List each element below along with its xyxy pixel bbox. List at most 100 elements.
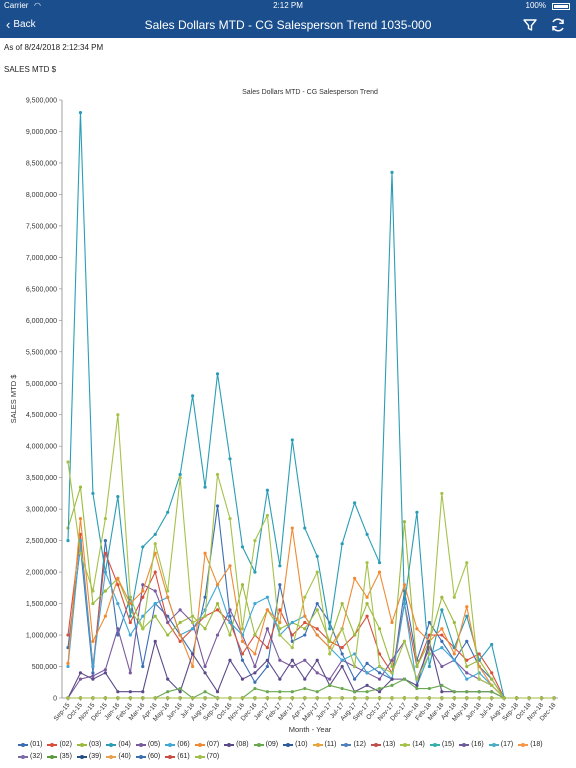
legend-label: (11) xyxy=(324,741,337,748)
refresh-icon[interactable] xyxy=(550,17,566,33)
data-point xyxy=(515,696,519,700)
legend-label: (05) xyxy=(147,741,161,748)
data-point xyxy=(365,671,369,675)
data-point xyxy=(203,690,207,694)
data-point xyxy=(303,686,307,691)
data-point xyxy=(265,627,269,631)
data-point xyxy=(103,517,107,521)
data-point xyxy=(78,671,83,675)
data-point xyxy=(228,614,232,618)
data-point xyxy=(228,658,232,662)
legend-label: (06) xyxy=(177,741,190,748)
data-point xyxy=(390,671,394,675)
data-point xyxy=(91,491,95,496)
data-point xyxy=(178,690,182,694)
data-point xyxy=(452,652,456,656)
data-point xyxy=(116,690,120,694)
data-point xyxy=(402,601,407,606)
legend-label: (39) xyxy=(88,753,102,760)
data-point xyxy=(253,664,257,669)
data-point xyxy=(203,696,207,700)
data-point xyxy=(91,677,95,681)
data-point xyxy=(303,677,307,681)
data-point xyxy=(116,494,120,499)
data-point xyxy=(315,690,319,694)
data-point xyxy=(103,671,107,675)
data-point xyxy=(265,646,269,650)
legend-item: (11) xyxy=(312,740,337,750)
data-point xyxy=(265,696,269,700)
data-point xyxy=(240,545,245,549)
legend-swatch xyxy=(253,742,264,748)
legend-item: (09) xyxy=(253,740,278,750)
data-point xyxy=(290,646,294,650)
data-point xyxy=(490,690,494,694)
data-point xyxy=(340,627,344,631)
chevron-left-icon: ‹ xyxy=(6,17,11,32)
legend-label: (07) xyxy=(206,741,220,748)
data-point xyxy=(465,605,469,609)
legend-item: (10) xyxy=(283,740,308,750)
legend-label: (61) xyxy=(177,753,190,760)
data-point xyxy=(253,686,257,691)
data-point xyxy=(502,696,506,700)
data-point xyxy=(141,595,145,599)
data-point xyxy=(265,608,269,612)
data-point xyxy=(191,394,195,398)
data-point xyxy=(303,696,307,700)
data-point xyxy=(103,668,107,672)
y-tick-label: 9,500,000 xyxy=(26,98,57,105)
legend-item: (13) xyxy=(370,740,395,750)
data-point xyxy=(128,671,132,675)
legend-item: (14) xyxy=(400,740,425,750)
data-point xyxy=(153,614,157,618)
data-point xyxy=(141,690,145,694)
legend-label: (17) xyxy=(500,741,514,748)
back-button[interactable]: ‹ Back xyxy=(6,12,36,38)
data-point xyxy=(303,526,307,530)
data-point xyxy=(377,677,382,681)
legend-swatch xyxy=(518,742,529,748)
navigation-bar: ‹ Back Sales Dollars MTD - CG Salesperso… xyxy=(0,12,576,38)
data-point xyxy=(116,413,120,417)
data-point xyxy=(290,658,294,662)
data-point xyxy=(215,690,220,694)
measure-label: SALES MTD $ xyxy=(4,65,57,74)
data-point xyxy=(477,690,481,694)
data-point xyxy=(78,677,83,681)
y-tick-label: 9,000,000 xyxy=(26,129,57,136)
data-point xyxy=(78,517,83,521)
legend-item: (15) xyxy=(429,740,454,750)
data-point xyxy=(253,680,257,684)
legend-item: (05) xyxy=(135,740,161,750)
legend-label: (14) xyxy=(412,741,425,748)
data-point xyxy=(103,696,107,700)
data-point xyxy=(265,595,269,599)
data-point xyxy=(328,627,332,631)
data-point xyxy=(465,561,469,565)
data-point xyxy=(253,539,257,543)
filter-icon[interactable] xyxy=(522,17,538,33)
legend-swatch xyxy=(18,754,28,760)
data-point xyxy=(290,696,294,700)
y-tick-label: 2,000,000 xyxy=(26,570,57,577)
data-point xyxy=(440,683,444,688)
data-point xyxy=(440,664,444,669)
data-point xyxy=(490,696,494,700)
data-point xyxy=(153,601,157,606)
data-point xyxy=(303,595,307,599)
data-point xyxy=(440,627,444,631)
data-point xyxy=(215,696,220,700)
data-point xyxy=(465,639,469,643)
data-point xyxy=(402,639,407,643)
data-point xyxy=(278,564,282,568)
legend-item: (07) xyxy=(194,740,220,750)
series-line xyxy=(67,486,554,699)
data-point xyxy=(365,683,369,688)
data-point xyxy=(290,690,294,694)
legend-swatch xyxy=(283,742,294,748)
data-point xyxy=(328,683,332,688)
legend-item: (12) xyxy=(341,740,366,750)
data-point xyxy=(78,110,83,115)
data-point xyxy=(440,696,444,700)
